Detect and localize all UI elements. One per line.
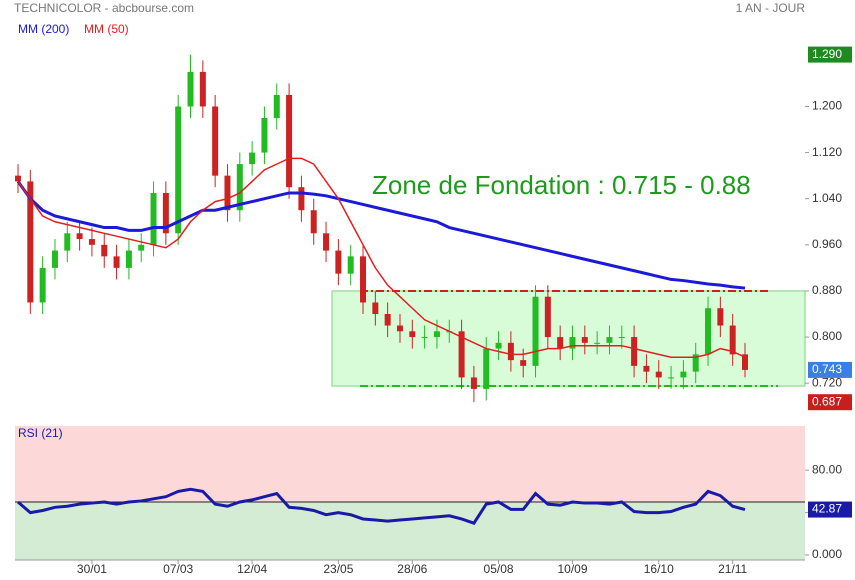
candle-body — [470, 377, 477, 389]
candle-body — [409, 331, 416, 338]
price-marker — [808, 46, 852, 63]
candle-body — [175, 106, 182, 234]
candle-body — [347, 256, 354, 274]
candle-body — [396, 325, 403, 332]
rsi-upper — [15, 426, 805, 502]
candle-body — [15, 175, 21, 182]
candle-body — [433, 331, 440, 338]
candle-body — [76, 233, 83, 240]
candle-body — [323, 233, 330, 251]
x-tick-label: 23/05 — [323, 562, 353, 576]
candle-body — [668, 377, 675, 379]
candle-body — [557, 337, 564, 349]
candle-body — [224, 175, 231, 211]
legend-entry: MM (50) — [84, 22, 129, 36]
candle-body — [335, 250, 342, 274]
y-tick-label: 1.200 — [812, 99, 842, 113]
candle-body — [212, 106, 219, 176]
candle-body — [581, 337, 588, 343]
price-marker-label: 0.743 — [812, 362, 842, 376]
candle-body — [249, 152, 256, 165]
x-tick-label: 12/04 — [237, 562, 267, 576]
candle-body — [261, 118, 268, 153]
candle-body — [680, 371, 687, 378]
candle-body — [594, 342, 601, 344]
candle-body — [729, 325, 736, 355]
candle-body — [631, 337, 638, 366]
candle-body — [483, 348, 490, 389]
moving-average — [17, 157, 746, 358]
y-tick-label: 0.880 — [812, 283, 842, 297]
candle-body — [27, 181, 34, 303]
legend-entry: RSI (21) — [18, 426, 63, 440]
x-tick-label: 28/06 — [397, 562, 427, 576]
candle-body — [372, 302, 379, 314]
candle-body — [569, 337, 576, 349]
candle-body — [150, 192, 157, 245]
candle-body — [643, 365, 650, 372]
candle-body — [655, 371, 662, 378]
candle-body — [138, 244, 145, 251]
candle-body — [101, 244, 108, 257]
zone-label: Zone de Fondation : 0.715 - 0.88 — [372, 170, 751, 200]
x-tick-label: 16/10 — [644, 562, 674, 576]
candle-body — [51, 250, 58, 268]
x-tick-label: 10/09 — [557, 562, 587, 576]
candle-body — [310, 210, 317, 234]
rsi-line — [17, 487, 746, 526]
price-marker — [808, 361, 852, 378]
candle-body — [113, 256, 120, 268]
x-tick-label: 21/11 — [718, 562, 747, 576]
candle-body — [162, 192, 169, 234]
candle-body — [692, 354, 699, 372]
candle-body — [384, 314, 391, 326]
candle-body — [64, 233, 71, 251]
y-tick-label: 1.120 — [812, 145, 842, 159]
x-tick-label: 30/01 — [77, 562, 107, 576]
candle-body — [717, 308, 724, 326]
candle-body — [520, 360, 527, 366]
candle-body — [618, 337, 625, 339]
y-tick-label: 0.800 — [812, 329, 842, 343]
candle-body — [532, 296, 539, 366]
legend-entry: MM (200) — [18, 22, 69, 36]
candle-body — [495, 342, 502, 349]
rsi-marker — [808, 501, 852, 518]
candle-body — [360, 256, 367, 303]
candle-body — [606, 337, 613, 343]
candle-body — [705, 308, 712, 355]
x-tick-label: 05/08 — [484, 562, 514, 576]
x-tick-label: 07/03 — [163, 562, 193, 576]
candle-body — [199, 71, 206, 107]
candle-body — [187, 71, 194, 107]
y-tick-label: 80.00 — [812, 462, 842, 476]
candle-body — [286, 94, 293, 188]
rsi-lower — [15, 502, 805, 560]
rsi-marker-label: 42.87 — [812, 502, 842, 516]
candle-body — [742, 354, 748, 370]
period: 1 AN - JOUR — [736, 1, 806, 15]
y-tick-label: 1.040 — [812, 191, 842, 205]
moving-average — [16, 180, 746, 290]
price-marker — [808, 394, 852, 411]
candle-body — [39, 267, 46, 303]
candle-body — [88, 239, 95, 245]
price-marker-label: 1.290 — [812, 47, 842, 61]
y-tick-label: 0.720 — [812, 375, 842, 389]
candle-body — [458, 331, 465, 378]
chart-title: TECHNICOLOR - abcbourse.com — [14, 1, 194, 15]
candle-body — [298, 187, 305, 211]
candle-body — [273, 94, 280, 118]
candle-body — [125, 250, 132, 268]
candle-body — [507, 342, 514, 361]
y-tick-label: 0.000 — [812, 547, 842, 561]
candle-body — [544, 296, 551, 338]
y-tick-label: 0.960 — [812, 237, 842, 251]
price-marker-label: 0.687 — [812, 394, 842, 408]
candle-body — [236, 164, 243, 211]
candle-body — [421, 337, 428, 339]
